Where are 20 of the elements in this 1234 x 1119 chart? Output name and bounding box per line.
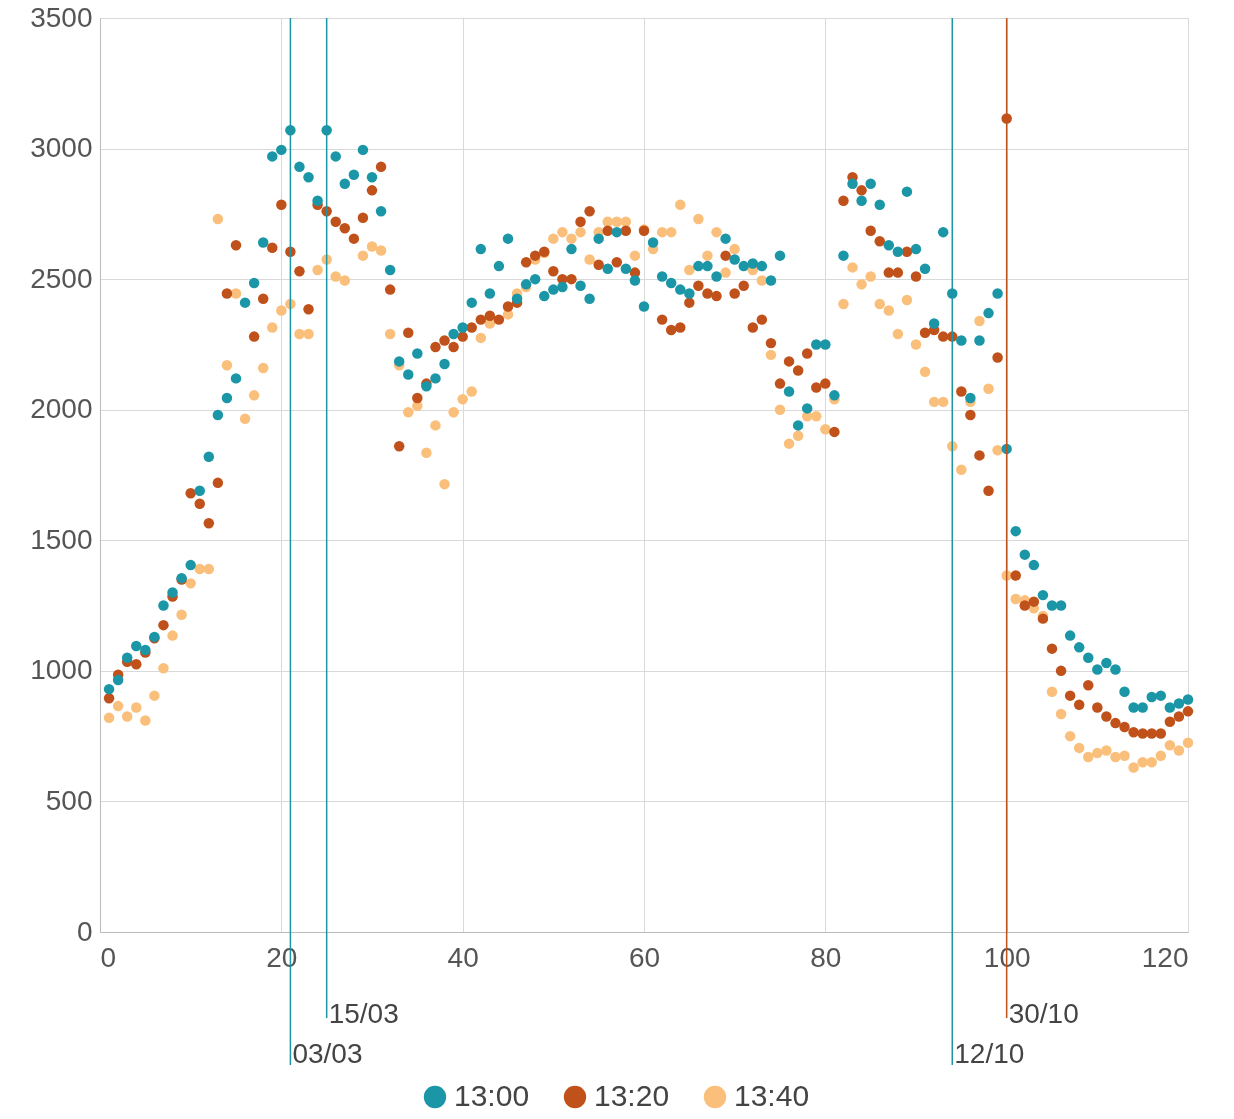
x-tick-label: 80	[810, 941, 842, 973]
annotation: 03/03	[292, 1038, 363, 1069]
annotation: 12/10	[954, 1038, 1025, 1069]
x-tick-label: 60	[628, 941, 661, 973]
y-tick-label: 2000	[30, 393, 93, 425]
y-tick-label: 3000	[30, 132, 93, 164]
legend-label: 13:00	[454, 1079, 530, 1112]
y-tick-label: 0	[76, 915, 93, 947]
x-tick-label: 120	[1141, 941, 1189, 973]
y-tick-label: 3500	[30, 1, 93, 33]
annotation: 30/10	[1008, 998, 1079, 1029]
y-tick-label: 1500	[30, 523, 93, 555]
y-tick-label: 2500	[30, 262, 93, 294]
y-tick-label: 500	[45, 784, 93, 816]
y-tick-label: 1000	[30, 654, 93, 686]
legend-label: 13:40	[734, 1079, 810, 1112]
x-tick-label: 40	[447, 941, 479, 973]
annotation: 15/03	[328, 998, 399, 1029]
x-tick-label: 0	[100, 941, 117, 973]
legend-label: 13:20	[594, 1079, 670, 1112]
